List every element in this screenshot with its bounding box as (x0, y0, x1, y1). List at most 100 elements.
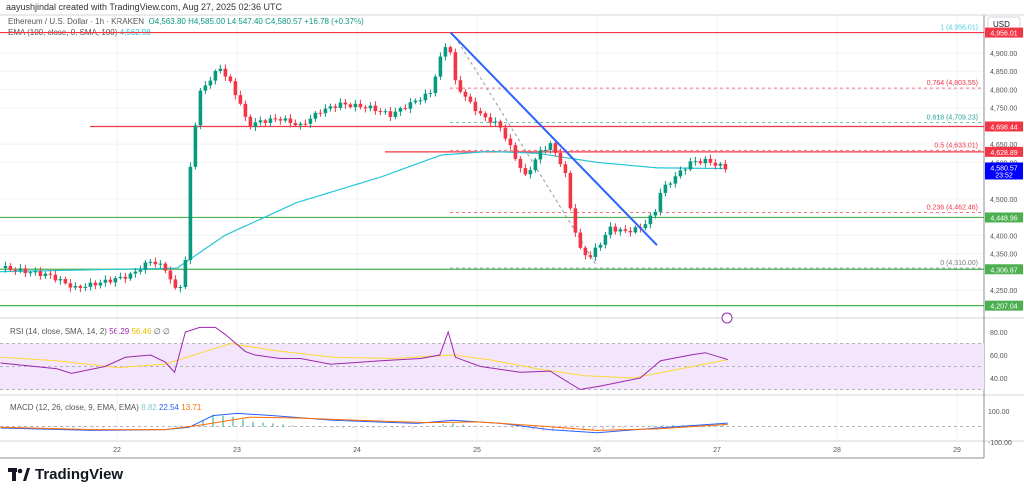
candle-body (53, 274, 58, 281)
candle-body (678, 170, 683, 177)
candle-body (283, 118, 288, 121)
macd-tick-label: -100.00 (988, 440, 1012, 447)
candle-body (248, 116, 253, 128)
candle-body (488, 117, 493, 123)
candle-body (608, 226, 613, 235)
candle-body (103, 279, 108, 283)
candle-body (533, 159, 538, 171)
time-tick-label: 29 (953, 447, 961, 454)
candle-body (558, 152, 563, 165)
candle-body (258, 120, 263, 123)
candle-body (238, 95, 243, 104)
candle-body (398, 108, 403, 112)
candle-body (28, 272, 33, 274)
candle-body (228, 76, 233, 82)
candle-body (143, 262, 148, 270)
candle-body (503, 127, 508, 139)
candle-body (453, 52, 458, 81)
candle-body (583, 247, 588, 256)
candle-body (218, 68, 223, 71)
candle-body (643, 224, 648, 229)
candle-body (358, 103, 363, 108)
candle-body (393, 111, 398, 117)
time-tick-label: 24 (353, 447, 361, 454)
candle-body (523, 168, 528, 175)
price-tick-label: 4,650.00 (990, 142, 1017, 149)
candle-body (158, 263, 163, 265)
time-tick-label: 22 (113, 447, 121, 454)
price-tag-label: 4,698.44 (990, 124, 1017, 131)
symbol-name[interactable]: Ethereum / U.S. Dollar · 1h · KRAKEN (8, 17, 145, 26)
candle-body (178, 286, 183, 288)
fib-level-label: 0.618 (4,709.23) (927, 115, 978, 122)
candle-body (98, 282, 103, 286)
candle-body (603, 234, 608, 245)
candle-body (413, 100, 418, 103)
macd-value: 22.54 (158, 403, 180, 412)
ohlc-open: O4,563.80 (148, 17, 186, 26)
candle-body (153, 261, 158, 265)
candle-body (213, 70, 218, 81)
candle-body (313, 112, 318, 119)
candle-body (473, 101, 478, 112)
candle-body (163, 263, 168, 271)
price-tag-label: 4,207.04 (990, 304, 1017, 311)
candle-body (83, 286, 88, 288)
candle-body (688, 161, 693, 170)
rsi-line (0, 326, 728, 391)
macd-signal-line (0, 416, 728, 431)
candle-body (683, 169, 688, 171)
candle-body (418, 100, 423, 102)
time-tick-label: 23 (233, 447, 241, 454)
candle-body (708, 158, 713, 163)
candle-body (73, 285, 78, 288)
price-tag-label: 4,956.01 (990, 31, 1017, 38)
currency-label: USD (993, 20, 1010, 29)
bar-countdown: 23:52 (995, 172, 1013, 179)
rsi-sma-value: 56.46 (131, 327, 152, 336)
fib-level-label: 0.236 (4,462.46) (927, 205, 978, 212)
candle-body (553, 143, 558, 153)
price-tag-label: 4,448.96 (990, 215, 1017, 222)
logo-text: TradingView (35, 466, 124, 483)
fib-level-label: 0.5 (4,633.01) (934, 142, 978, 149)
candle-body (403, 108, 408, 110)
rsi-sma-line (0, 342, 728, 379)
price-tag-support (985, 300, 1023, 311)
candle-body (383, 111, 388, 113)
candle-body (693, 161, 698, 163)
ema-line (0, 150, 724, 273)
candle-body (78, 285, 83, 288)
tradingview-logo[interactable]: TradingView (8, 466, 123, 483)
candle-body (713, 162, 718, 166)
candle-body (38, 271, 43, 277)
candle-body (368, 105, 373, 109)
macd-tick-label: 100.00 (988, 409, 1010, 416)
ohlc-close: C4,580.57 (265, 17, 303, 26)
price-tag-resistance (985, 121, 1023, 132)
candle-body (493, 121, 498, 123)
fib-level-label: 0 (4,310.00) (940, 260, 978, 267)
ohlc-low: L4,547.40 (227, 17, 263, 26)
candle-body (268, 118, 273, 123)
rsi-legend[interactable]: RSI (14, close, SMA, 14, 2) 56.29 56.46 … (10, 327, 170, 336)
trendline[interactable] (449, 31, 658, 246)
candle-body (108, 279, 113, 283)
candle-body (173, 279, 178, 288)
candle-body (298, 123, 303, 126)
candle-body (463, 91, 468, 97)
candle-body (538, 150, 543, 160)
candle-body (328, 106, 333, 109)
candle-body (128, 273, 133, 279)
candle-body (423, 93, 428, 101)
candle-body (548, 143, 553, 150)
macd-legend[interactable]: MACD (12, 26, close, 9, EMA, EMA) 8.82 2… (10, 403, 201, 412)
price-tick-label: 4,350.00 (990, 252, 1017, 259)
price-tag-label: 4,306.87 (990, 267, 1017, 274)
candle-body (223, 68, 228, 77)
candle-body (408, 102, 413, 109)
event-marker-icon[interactable] (721, 312, 733, 324)
candle-body (618, 229, 623, 232)
candle-body (188, 166, 193, 260)
